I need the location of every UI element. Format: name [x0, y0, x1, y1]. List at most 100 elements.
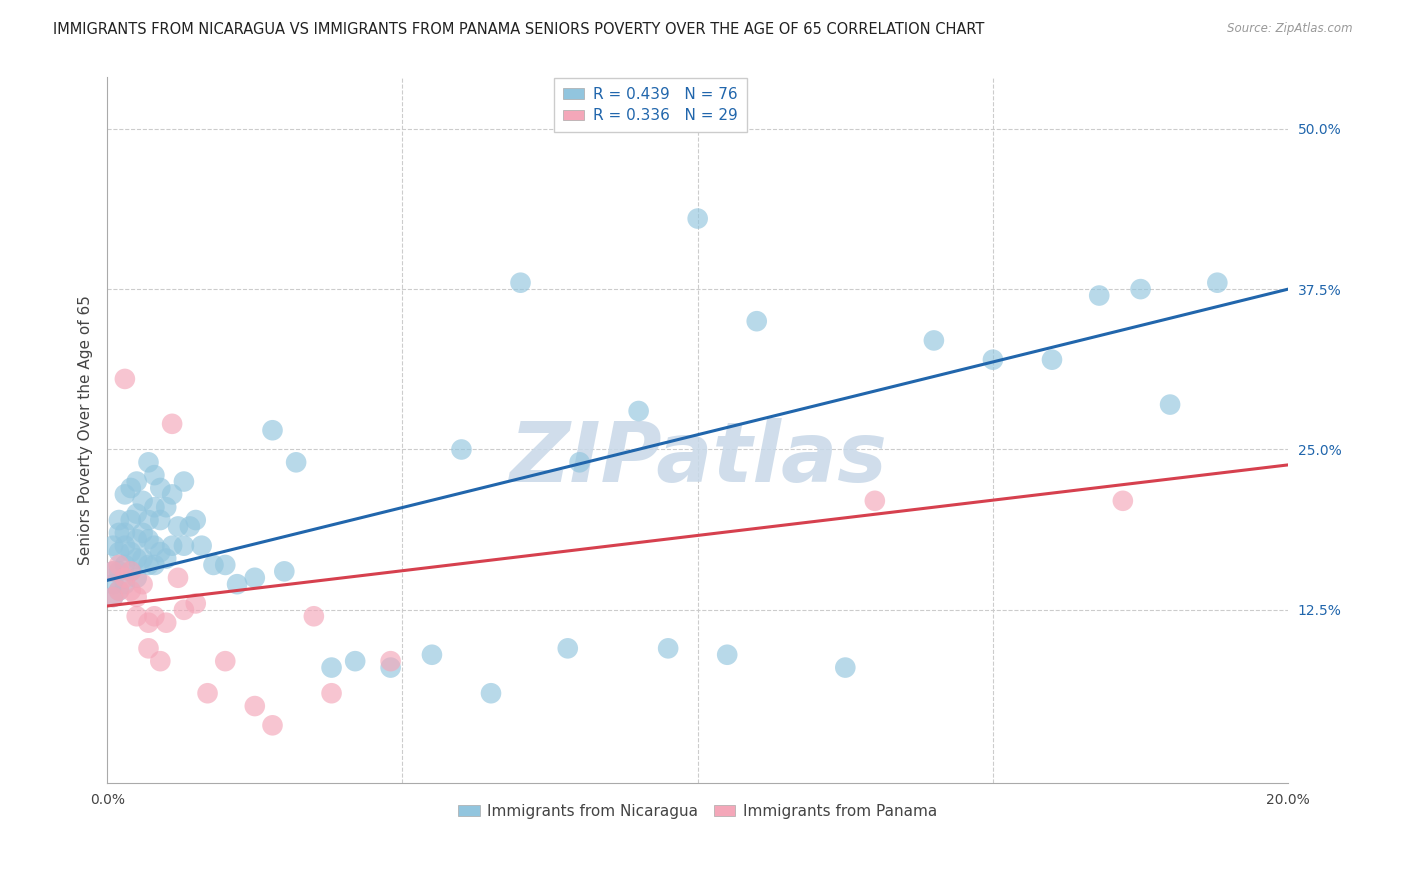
Point	[108, 558, 131, 572]
Point	[184, 596, 207, 610]
Point	[557, 641, 579, 656]
Point	[101, 565, 124, 579]
Point	[125, 551, 148, 566]
Point	[155, 500, 177, 515]
Point	[1088, 288, 1111, 302]
Point	[108, 513, 131, 527]
Point	[167, 571, 190, 585]
Point	[125, 507, 148, 521]
Point	[344, 654, 367, 668]
Point	[155, 551, 177, 566]
Point	[243, 571, 266, 585]
Point	[125, 571, 148, 585]
Point	[108, 583, 131, 598]
Point	[114, 487, 136, 501]
Point	[173, 539, 195, 553]
Point	[114, 577, 136, 591]
Point	[114, 558, 136, 572]
Point	[143, 558, 166, 572]
Point	[285, 455, 308, 469]
Point	[262, 423, 284, 437]
Point	[120, 513, 142, 527]
Point	[160, 539, 183, 553]
Point	[981, 352, 1004, 367]
Point	[131, 525, 153, 540]
Text: IMMIGRANTS FROM NICARAGUA VS IMMIGRANTS FROM PANAMA SENIORS POVERTY OVER THE AGE: IMMIGRANTS FROM NICARAGUA VS IMMIGRANTS …	[53, 22, 984, 37]
Point	[155, 615, 177, 630]
Point	[149, 481, 172, 495]
Point	[509, 276, 531, 290]
Point	[120, 481, 142, 495]
Point	[160, 487, 183, 501]
Point	[101, 565, 124, 579]
Point	[101, 590, 124, 604]
Point	[108, 545, 131, 559]
Point	[108, 525, 131, 540]
Text: ZIPatlas: ZIPatlas	[509, 418, 887, 499]
Point	[1159, 398, 1181, 412]
Point	[138, 641, 160, 656]
Point	[125, 609, 148, 624]
Point	[834, 660, 856, 674]
Point	[686, 211, 709, 226]
Point	[108, 583, 131, 598]
Point	[114, 372, 136, 386]
Point	[114, 539, 136, 553]
Y-axis label: Seniors Poverty Over the Age of 65: Seniors Poverty Over the Age of 65	[79, 295, 93, 566]
Point	[149, 654, 172, 668]
Point	[302, 609, 325, 624]
Point	[120, 565, 142, 579]
Point	[138, 513, 160, 527]
Point	[160, 417, 183, 431]
Point	[380, 660, 402, 674]
Point	[120, 565, 142, 579]
Point	[243, 699, 266, 714]
Point	[131, 551, 153, 566]
Point	[114, 525, 136, 540]
Point	[179, 519, 201, 533]
Point	[138, 615, 160, 630]
Point	[101, 539, 124, 553]
Point	[101, 590, 124, 604]
Point	[125, 475, 148, 489]
Point	[173, 475, 195, 489]
Point	[143, 609, 166, 624]
Point	[197, 686, 219, 700]
Point	[273, 565, 295, 579]
Point	[922, 334, 945, 348]
Point	[143, 468, 166, 483]
Point	[131, 577, 153, 591]
Point	[138, 558, 160, 572]
Point	[1112, 493, 1135, 508]
Point	[214, 654, 236, 668]
Point	[568, 455, 591, 469]
Point	[627, 404, 650, 418]
Point	[108, 565, 131, 579]
Point	[450, 442, 472, 457]
Point	[120, 583, 142, 598]
Point	[1206, 276, 1229, 290]
Point	[190, 539, 212, 553]
Point	[167, 519, 190, 533]
Point	[173, 603, 195, 617]
Point	[184, 513, 207, 527]
Point	[125, 590, 148, 604]
Point	[138, 533, 160, 547]
Point	[863, 493, 886, 508]
Legend: Immigrants from Nicaragua, Immigrants from Panama: Immigrants from Nicaragua, Immigrants fr…	[453, 797, 943, 825]
Point	[1040, 352, 1063, 367]
Point	[321, 660, 343, 674]
Point	[420, 648, 443, 662]
Point	[745, 314, 768, 328]
Point	[262, 718, 284, 732]
Point	[716, 648, 738, 662]
Point	[202, 558, 225, 572]
Point	[149, 545, 172, 559]
Point	[131, 493, 153, 508]
Point	[479, 686, 502, 700]
Point	[125, 533, 148, 547]
Point	[143, 500, 166, 515]
Point	[226, 577, 249, 591]
Point	[657, 641, 679, 656]
Point	[214, 558, 236, 572]
